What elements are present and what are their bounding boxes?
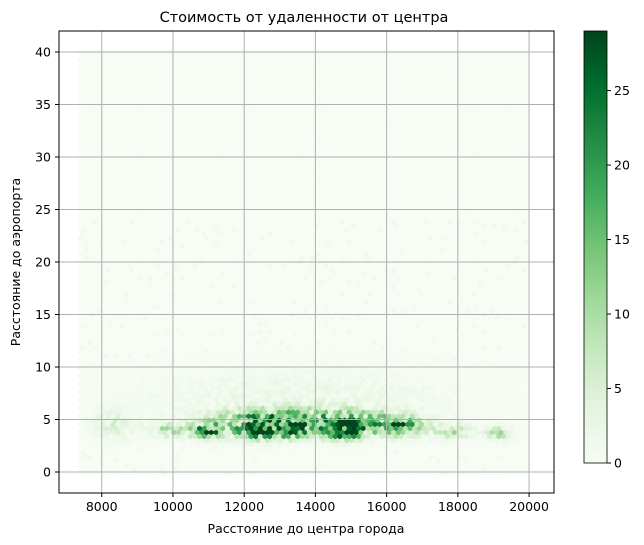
hexbin-cells [77, 49, 530, 477]
chart-title: Стоимость от удаленности от центра [160, 10, 449, 26]
